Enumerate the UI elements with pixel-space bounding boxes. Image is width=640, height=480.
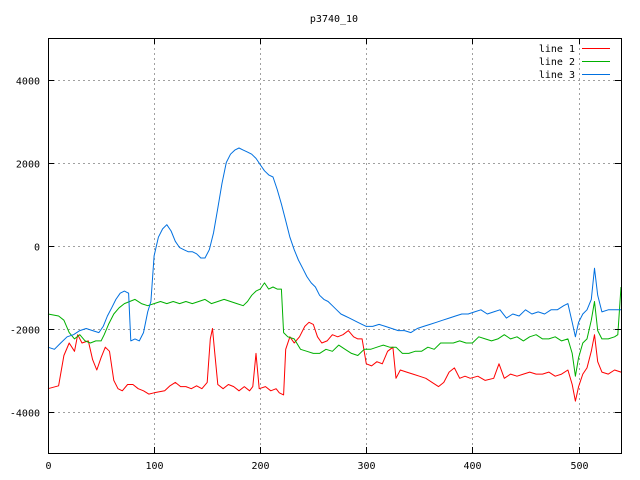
y-tick-label: -2000 <box>10 326 40 337</box>
y-tick-label: 0 <box>34 243 40 254</box>
legend: line 1 line 2 line 3 <box>539 44 610 81</box>
y-tick-label: 4000 <box>16 77 40 88</box>
x-tick-label: 400 <box>463 461 481 472</box>
series-line-1 <box>47 321 622 402</box>
y-tick-label: -4000 <box>10 409 40 420</box>
legend-label-1: line 1 <box>539 44 575 55</box>
y-tick-label: 2000 <box>16 160 40 171</box>
series-line-2 <box>47 282 622 377</box>
x-tick-label: 200 <box>251 461 269 472</box>
x-tick-label: 300 <box>357 461 375 472</box>
axis-ticks: 0 100 200 300 400 500 -4000 -2000 0 2000 4000 <box>10 38 621 472</box>
x-tick-label: 0 <box>45 461 51 472</box>
x-tick-label: 100 <box>145 461 163 472</box>
grid-lines <box>48 38 621 453</box>
chart-title: p3740_10 <box>310 14 358 25</box>
legend-label-2: line 2 <box>539 57 575 68</box>
series-lines <box>47 147 622 402</box>
x-tick-label: 500 <box>570 461 588 472</box>
legend-label-3: line 3 <box>539 70 575 81</box>
series-line-3 <box>47 147 621 350</box>
